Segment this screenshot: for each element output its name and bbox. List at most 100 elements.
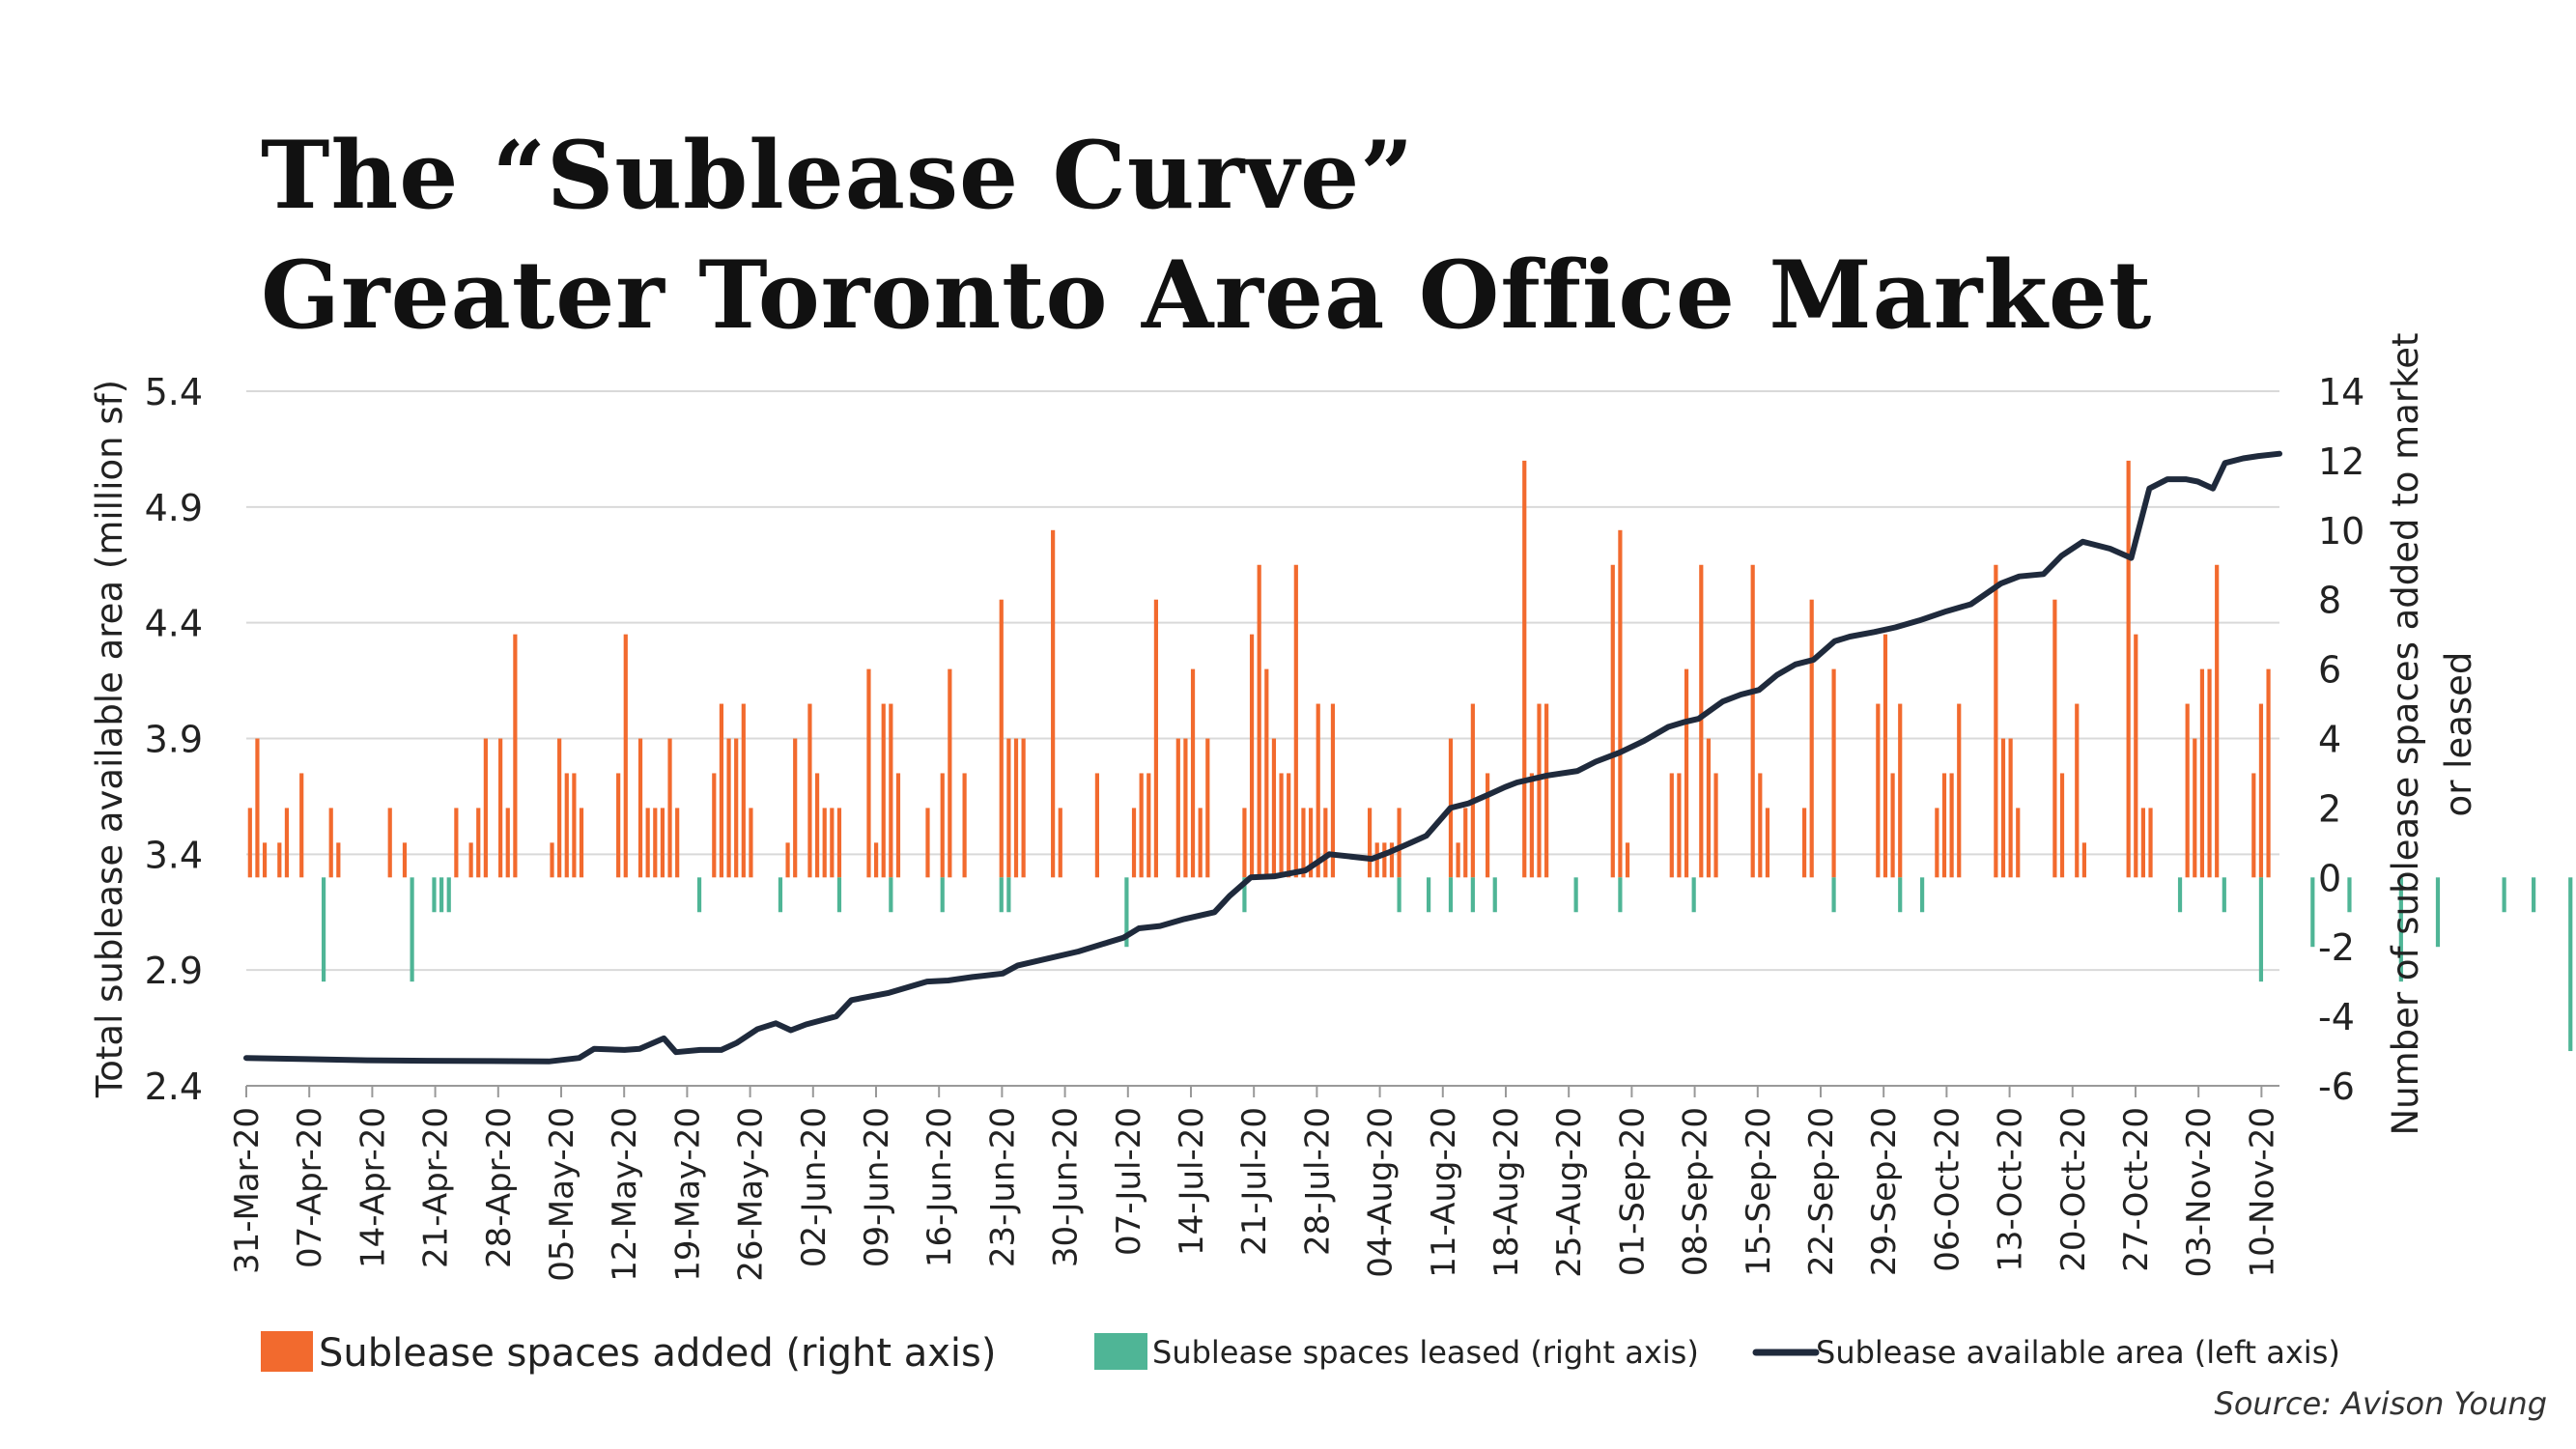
x-tick-label: 10-Nov-20: [2243, 1107, 2281, 1278]
bar-added: [2207, 668, 2212, 878]
right-tick-label: 8: [2318, 580, 2341, 622]
bar-added: [564, 773, 569, 878]
bar-leased: [1920, 877, 1925, 913]
bar-leased: [1448, 877, 1454, 913]
bar-leased: [1831, 877, 1836, 913]
right-tick-label: -2: [2318, 926, 2355, 969]
bar-added: [719, 703, 724, 878]
bar-added: [2140, 808, 2146, 878]
bar-added: [1882, 634, 1888, 878]
bar-leased: [1124, 877, 1129, 948]
bar-added: [1249, 634, 1255, 878]
bar-added: [925, 808, 930, 878]
bar-added: [793, 738, 798, 878]
bar-added: [1957, 703, 1962, 878]
bar-added: [2251, 773, 2256, 878]
right-tick-label: 10: [2318, 510, 2364, 553]
bar-added: [616, 773, 621, 878]
gridlines: [246, 390, 2279, 1087]
bar-added: [247, 808, 252, 878]
bar-added: [653, 808, 658, 878]
bar-added: [1898, 703, 1903, 878]
left-tick-label: 2.4: [145, 1065, 203, 1108]
left-tick-label: 2.9: [145, 950, 203, 992]
x-tick-label: 02-Jun-20: [795, 1107, 834, 1267]
bar-added: [623, 634, 628, 878]
bar-added: [948, 668, 952, 878]
bar-added: [1941, 773, 1947, 878]
right-tick-label: 14: [2318, 371, 2364, 413]
bar-added: [2258, 703, 2264, 878]
x-tick-label: 14-Jul-20: [1173, 1107, 1211, 1256]
bar-added: [1389, 842, 1395, 878]
bar-leased: [410, 877, 414, 982]
bar-added: [1758, 773, 1763, 878]
bar-added: [1529, 773, 1534, 878]
bar-added: [1876, 703, 1881, 878]
x-tick-label: 14-Apr-20: [354, 1107, 392, 1268]
sublease-area-line: [243, 450, 2282, 1065]
bar-leased: [2435, 877, 2441, 948]
bar-added: [2075, 703, 2080, 878]
bar-added: [572, 773, 577, 878]
bar-added: [1367, 808, 1373, 878]
x-tick-label: 31-Mar-20: [228, 1107, 267, 1274]
bar-added: [1006, 738, 1011, 878]
bar-added: [550, 842, 554, 878]
bar-added: [579, 808, 584, 878]
bar-added: [1610, 564, 1615, 878]
bar-added: [807, 703, 812, 878]
bar-added: [1323, 808, 1328, 878]
bar-series: [247, 460, 2573, 1052]
bar-added: [402, 842, 408, 878]
bar-leased: [940, 877, 945, 913]
bar-added: [1094, 773, 1099, 878]
legend-label-leased: Sublease spaces leased (right axis): [1152, 1334, 1699, 1371]
title-line-1: The “Sublease Curve”: [261, 121, 1415, 230]
bar-added: [505, 808, 510, 878]
bar-added: [1183, 738, 1188, 878]
legend-swatch-leased: [1094, 1333, 1147, 1370]
bar-leased: [1427, 877, 1431, 913]
bar-added: [749, 808, 753, 878]
bar-leased: [2398, 877, 2403, 982]
bar-added: [734, 738, 739, 878]
bar-added: [1537, 703, 1542, 878]
bar-added: [1699, 564, 1704, 878]
bar-added: [873, 842, 879, 878]
bar-added: [645, 808, 650, 878]
bar-added: [675, 808, 680, 878]
bar-added: [1190, 668, 1196, 878]
bar-added: [1831, 668, 1836, 878]
bar-added: [1463, 808, 1468, 878]
x-tick-label: 19-May-20: [668, 1107, 707, 1282]
x-tick-label: 06-Oct-20: [1928, 1107, 1967, 1272]
x-tick-label: 04-Aug-20: [1362, 1107, 1401, 1278]
x-tick-label: 25-Aug-20: [1550, 1107, 1589, 1278]
bar-added: [1139, 773, 1144, 878]
bar-added: [387, 808, 392, 878]
bar-leased: [1898, 877, 1903, 913]
bar-added: [1456, 842, 1460, 878]
bar-added: [836, 808, 842, 878]
bar-added: [454, 808, 459, 878]
bar-added: [1013, 738, 1019, 878]
bar-added: [637, 738, 643, 878]
bar-leased: [889, 877, 893, 913]
bar-added: [660, 808, 665, 878]
bar-leased: [1006, 877, 1011, 913]
bar-added: [2059, 773, 2065, 878]
left-axis-label: Total sublease available area (million s…: [89, 380, 130, 1098]
x-tick-label: 07-Jul-20: [1110, 1107, 1148, 1256]
x-tick-label: 22-Sep-20: [1802, 1107, 1841, 1276]
bar-added: [2148, 808, 2153, 878]
bar-leased: [1691, 877, 1696, 913]
bar-added: [1175, 738, 1180, 878]
bar-leased: [439, 877, 444, 913]
right-tick-label: -6: [2318, 1065, 2355, 1108]
left-tick-label: 3.9: [145, 719, 203, 761]
x-tick-label: 12-May-20: [606, 1107, 644, 1282]
bar-added: [1544, 703, 1549, 878]
bar-added: [1618, 529, 1623, 878]
x-tick-label: 28-Apr-20: [480, 1107, 519, 1268]
